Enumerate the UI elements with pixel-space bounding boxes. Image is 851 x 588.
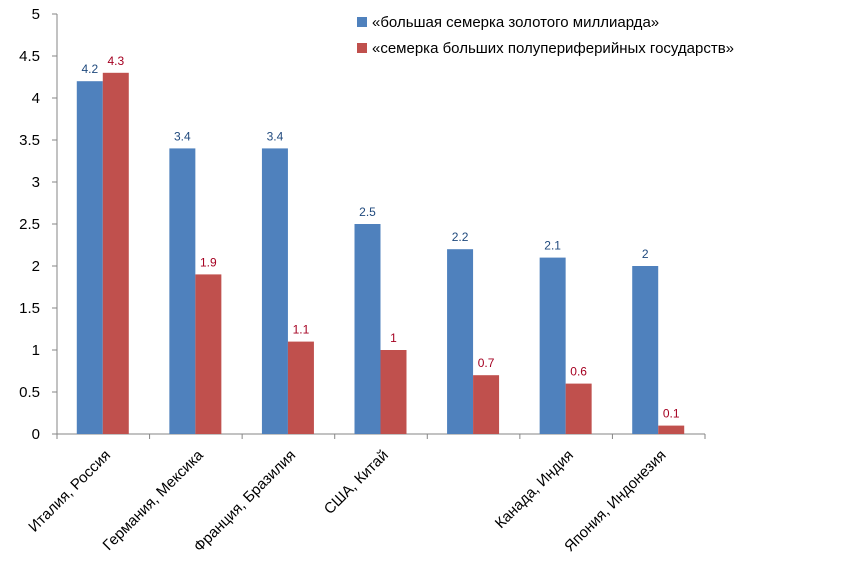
y-tick-label: 2.5 xyxy=(19,216,40,233)
data-label: 1 xyxy=(390,331,397,345)
data-label: 3.4 xyxy=(267,129,284,143)
legend-label: «семерка больших полупериферийных госуда… xyxy=(372,40,734,57)
bar xyxy=(658,425,685,434)
data-label: 4.3 xyxy=(107,54,124,68)
bar xyxy=(380,350,407,434)
y-tick-label: 5 xyxy=(32,6,40,23)
data-label: 1.1 xyxy=(293,323,310,337)
data-label: 2.2 xyxy=(452,230,469,244)
bar xyxy=(539,257,566,434)
bar xyxy=(473,375,500,434)
bar xyxy=(261,148,288,434)
y-tick-label: 4.5 xyxy=(19,48,40,65)
legend-swatch xyxy=(357,17,367,27)
data-label: 2.5 xyxy=(359,205,376,219)
data-label: 0.6 xyxy=(570,365,587,379)
data-label: 4.2 xyxy=(81,62,98,76)
category-label: Франция, Бразилия xyxy=(191,447,300,556)
bar xyxy=(169,148,196,434)
bar xyxy=(195,274,222,434)
bar xyxy=(76,81,103,434)
y-tick-label: 1.5 xyxy=(19,300,40,317)
bar xyxy=(632,266,659,434)
category-label: Япония, Индонезия xyxy=(561,447,669,555)
y-tick-label: 0 xyxy=(32,426,40,443)
y-tick-label: 2 xyxy=(32,258,40,275)
bar xyxy=(287,341,314,434)
bars xyxy=(76,72,685,435)
y-tick-label: 0.5 xyxy=(19,384,40,401)
bar xyxy=(447,249,474,434)
data-label: 2 xyxy=(642,247,649,261)
bar xyxy=(565,383,592,434)
data-label: 0.1 xyxy=(663,407,680,421)
y-tick-label: 4 xyxy=(32,90,40,107)
category-label: Канада, Индия xyxy=(492,447,577,532)
y-tick-label: 3.5 xyxy=(19,132,40,149)
bar xyxy=(354,224,381,434)
data-label: 2.1 xyxy=(544,239,561,253)
data-label: 0.7 xyxy=(478,356,495,370)
data-labels: 4.2 4.3 3.4 1.9 3.4 1.1 2.5 1 2.2 0.7 2.1 0.6 2 0.1 xyxy=(81,54,679,421)
y-tick-label: 3 xyxy=(32,174,40,191)
category-label: Италия, Россия xyxy=(25,447,114,536)
data-label: 3.4 xyxy=(174,129,191,143)
legend-label: «большая семерка золотого миллиарда» xyxy=(372,14,659,31)
category-label: Германия, Мексика xyxy=(100,446,208,554)
data-label: 1.9 xyxy=(200,255,217,269)
y-tick-label: 1 xyxy=(32,342,40,359)
bar xyxy=(102,72,129,435)
legend: «большая семерка золотого миллиарда» «сем… xyxy=(357,14,734,57)
legend-swatch xyxy=(357,43,367,53)
category-label: США, Китай xyxy=(321,447,392,518)
